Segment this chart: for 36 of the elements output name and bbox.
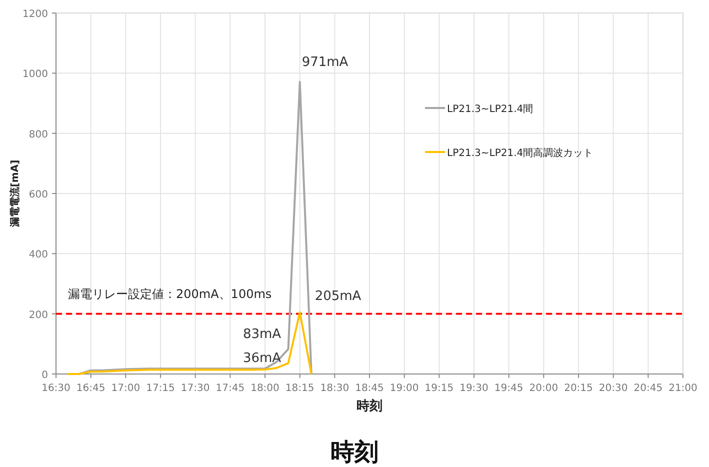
annotation: 83mA <box>242 327 282 342</box>
x-tick-label: 20:15 <box>564 383 593 394</box>
x-axis-title: 時刻 <box>356 398 382 414</box>
y-tick-label: 600 <box>28 190 48 200</box>
y-tick-label: 0 <box>42 370 48 381</box>
annotation: 971mA <box>302 55 348 70</box>
x-tick-label: 20:45 <box>634 383 663 394</box>
x-tick-label: 19:45 <box>494 383 524 394</box>
x-tick-label: 19:15 <box>424 383 454 394</box>
legend-label: LP21.3~LP21.4間高調波カット <box>447 147 594 159</box>
ref-line-label: 漏電リレー設定値：200mA、100ms <box>68 286 272 301</box>
y-tick-label: 800 <box>28 129 48 140</box>
y-axis-title: 漏電電流[mA] <box>9 160 21 228</box>
x-tick-label: 16:30 <box>42 383 70 394</box>
x-tick-label: 18:45 <box>355 383 384 394</box>
x-tick-label: 18:00 <box>250 383 280 394</box>
y-tick-label: 1000 <box>22 69 48 80</box>
legend-label: LP21.3~LP21.4間 <box>447 104 534 115</box>
x-tick-label: 16:45 <box>76 383 106 394</box>
x-tick-label: 18:15 <box>285 383 314 394</box>
x-tick-label: 19:00 <box>390 383 419 394</box>
x-tick-label: 17:15 <box>146 383 175 394</box>
x-tick-label: 17:00 <box>111 383 140 394</box>
x-tick-label: 21:00 <box>668 383 698 394</box>
annotation: 36mA <box>242 351 282 366</box>
x-tick-label: 17:45 <box>216 383 245 394</box>
annotation: 205mA <box>314 289 362 304</box>
y-tick-label: 400 <box>28 250 48 261</box>
x-tick-label: 20:00 <box>529 383 558 394</box>
x-tick-label: 20:30 <box>598 383 628 394</box>
x-tick-label: 19:30 <box>460 383 488 394</box>
x-tick-label: 18:30 <box>320 383 350 394</box>
x-tick-label: 17:30 <box>180 383 210 394</box>
y-tick-label: 1200 <box>22 9 48 20</box>
text: 時刻 <box>330 438 378 466</box>
y-tick-label: 200 <box>28 310 48 321</box>
